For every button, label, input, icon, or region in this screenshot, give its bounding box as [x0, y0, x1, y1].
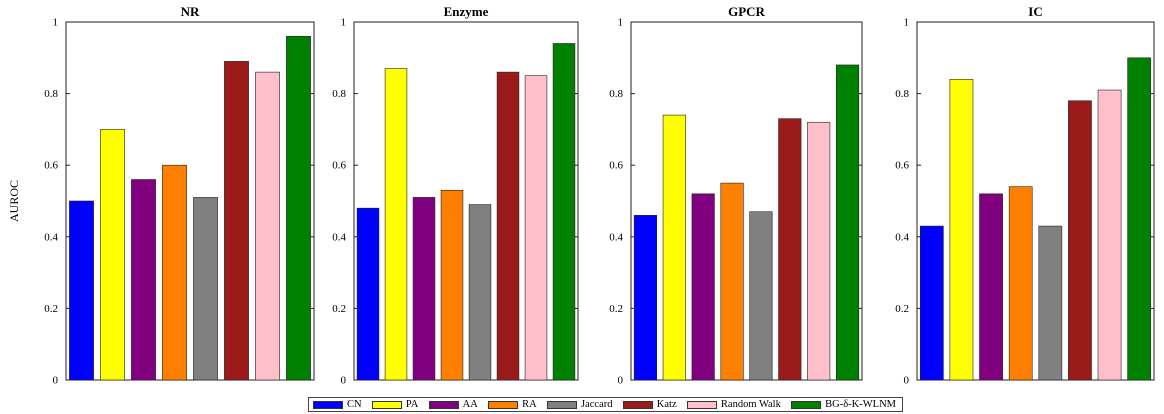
y-tick-label: 0.8	[332, 88, 346, 100]
y-tick-label: 0.4	[895, 231, 909, 243]
bar-cn	[356, 207, 380, 381]
y-tick-label: 0.2	[895, 303, 909, 315]
chart-legend: CN PA AA RA Jaccard Katz Random Walk BG-…	[308, 397, 903, 412]
bar-ra	[1008, 186, 1033, 381]
bar-random-walk	[524, 75, 548, 381]
y-tick-label: 0.6	[44, 160, 58, 172]
panel-gpcr: 0 0.2 0.4 0.6 0.8 1 GPCR	[609, 4, 863, 387]
y-tick-label: 0.6	[332, 160, 346, 172]
bar-cn	[69, 200, 94, 381]
bar-jaccard	[1038, 225, 1063, 381]
bar-ra	[162, 164, 187, 381]
y-tick-label: 1	[53, 17, 59, 29]
panel-title: Enzyme	[444, 4, 489, 19]
y-tick-label: 0.8	[44, 88, 58, 100]
legend-label-jaccard: Jaccard	[581, 399, 613, 410]
axes-box	[916, 21, 1155, 381]
bar-ra	[440, 189, 464, 381]
y-tick-label: 0.2	[609, 303, 623, 315]
y-axis-label: AUROC	[7, 180, 21, 222]
legend-label-random-walk: Random Walk	[720, 399, 781, 410]
legend-label-aa: AA	[462, 399, 478, 410]
legend-label-cn: CN	[347, 399, 362, 410]
bar-bg-delta-k-wlnm	[552, 43, 576, 381]
bar-pa	[384, 68, 408, 381]
bar-katz	[1068, 100, 1092, 381]
panel-title: IC	[1028, 4, 1042, 19]
bar-cn	[633, 215, 657, 381]
chart-figure: 0 0.2 0.4 0.6 0.8 1 NR AUROC 0 0.2 0.4 0.6 0.8 1 Enzym…	[7, 4, 1155, 387]
panel-ic: 0 0.2 0.4 0.6 0.8 1 IC	[895, 4, 1155, 387]
legend-swatch-ra	[488, 400, 519, 409]
y-tick-label: 0.4	[332, 231, 346, 243]
bar-aa	[691, 193, 715, 381]
legend-item-cn: CN	[313, 399, 362, 410]
bar-random-walk	[1097, 89, 1122, 381]
legend-item-jaccard: Jaccard	[547, 399, 613, 410]
legend-item-pa: PA	[371, 399, 419, 410]
bar-jaccard	[468, 204, 492, 381]
bar-aa	[979, 193, 1003, 381]
legend-label-katz: Katz	[656, 399, 677, 410]
bar-pa	[662, 114, 686, 381]
y-tick-label: 0.6	[895, 160, 909, 172]
y-tick-label: 0	[618, 375, 624, 387]
legend-item-aa: AA	[428, 399, 478, 410]
y-tick-label: 0.4	[609, 231, 623, 243]
bar-aa	[412, 197, 436, 381]
y-tick-label: 0.2	[332, 303, 346, 315]
y-tick-label: 0	[904, 375, 910, 387]
legend-label-ra: RA	[522, 399, 537, 410]
bar-katz	[224, 61, 249, 381]
bar-bg-delta-k-wlnm	[286, 36, 311, 381]
panel-nr: 0 0.2 0.4 0.6 0.8 1 NR AUROC	[7, 4, 315, 387]
bar-katz	[778, 118, 802, 381]
axes-box	[353, 21, 579, 381]
axes-box	[630, 21, 863, 381]
bar-pa	[100, 129, 125, 381]
legend-item-ra: RA	[488, 399, 537, 410]
y-tick-label: 0.8	[895, 88, 909, 100]
bar-bg-delta-k-wlnm	[1127, 57, 1152, 381]
panel-enzyme: 0 0.2 0.4 0.6 0.8 1 Enzyme	[332, 4, 579, 387]
bar-cn	[919, 225, 944, 381]
bar-random-walk	[807, 121, 831, 381]
y-tick-label: 1	[341, 17, 347, 29]
bar-katz	[496, 71, 520, 381]
y-tick-label: 1	[618, 17, 624, 29]
y-tick-label: 0.6	[609, 160, 623, 172]
legend-swatch-cn	[313, 400, 343, 409]
y-tick-label: 0	[341, 375, 347, 387]
legend-swatch-pa	[371, 400, 402, 409]
bar-jaccard	[749, 211, 773, 381]
y-tick-label: 0.2	[44, 303, 58, 315]
legend-swatch-katz	[622, 400, 653, 409]
y-tick-label: 1	[904, 17, 910, 29]
legend-label-bg-delta-k-wlnm: BG-δ-K-WLNM	[825, 399, 896, 410]
bar-ra	[720, 182, 744, 381]
y-tick-label: 0.4	[44, 231, 58, 243]
bar-aa	[131, 179, 156, 381]
panel-title: GPCR	[728, 4, 765, 19]
bar-random-walk	[255, 71, 280, 381]
y-tick-label: 0	[53, 375, 59, 387]
legend-item-katz: Katz	[622, 399, 677, 410]
legend-swatch-random-walk	[686, 400, 717, 409]
legend-item-bg-delta-k-wlnm: BG-δ-K-WLNM	[791, 399, 896, 410]
bar-pa	[949, 78, 974, 381]
legend-item-random-walk: Random Walk	[686, 399, 781, 410]
legend-swatch-aa	[428, 400, 459, 409]
panel-title: NR	[181, 4, 200, 19]
axes-box	[65, 21, 315, 381]
bar-jaccard	[193, 197, 218, 381]
y-tick-label: 0.8	[609, 88, 623, 100]
bar-bg-delta-k-wlnm	[836, 64, 860, 381]
legend-label-pa: PA	[405, 399, 419, 410]
legend-swatch-bg-delta-k-wlnm	[791, 400, 822, 409]
legend-swatch-jaccard	[547, 400, 578, 409]
